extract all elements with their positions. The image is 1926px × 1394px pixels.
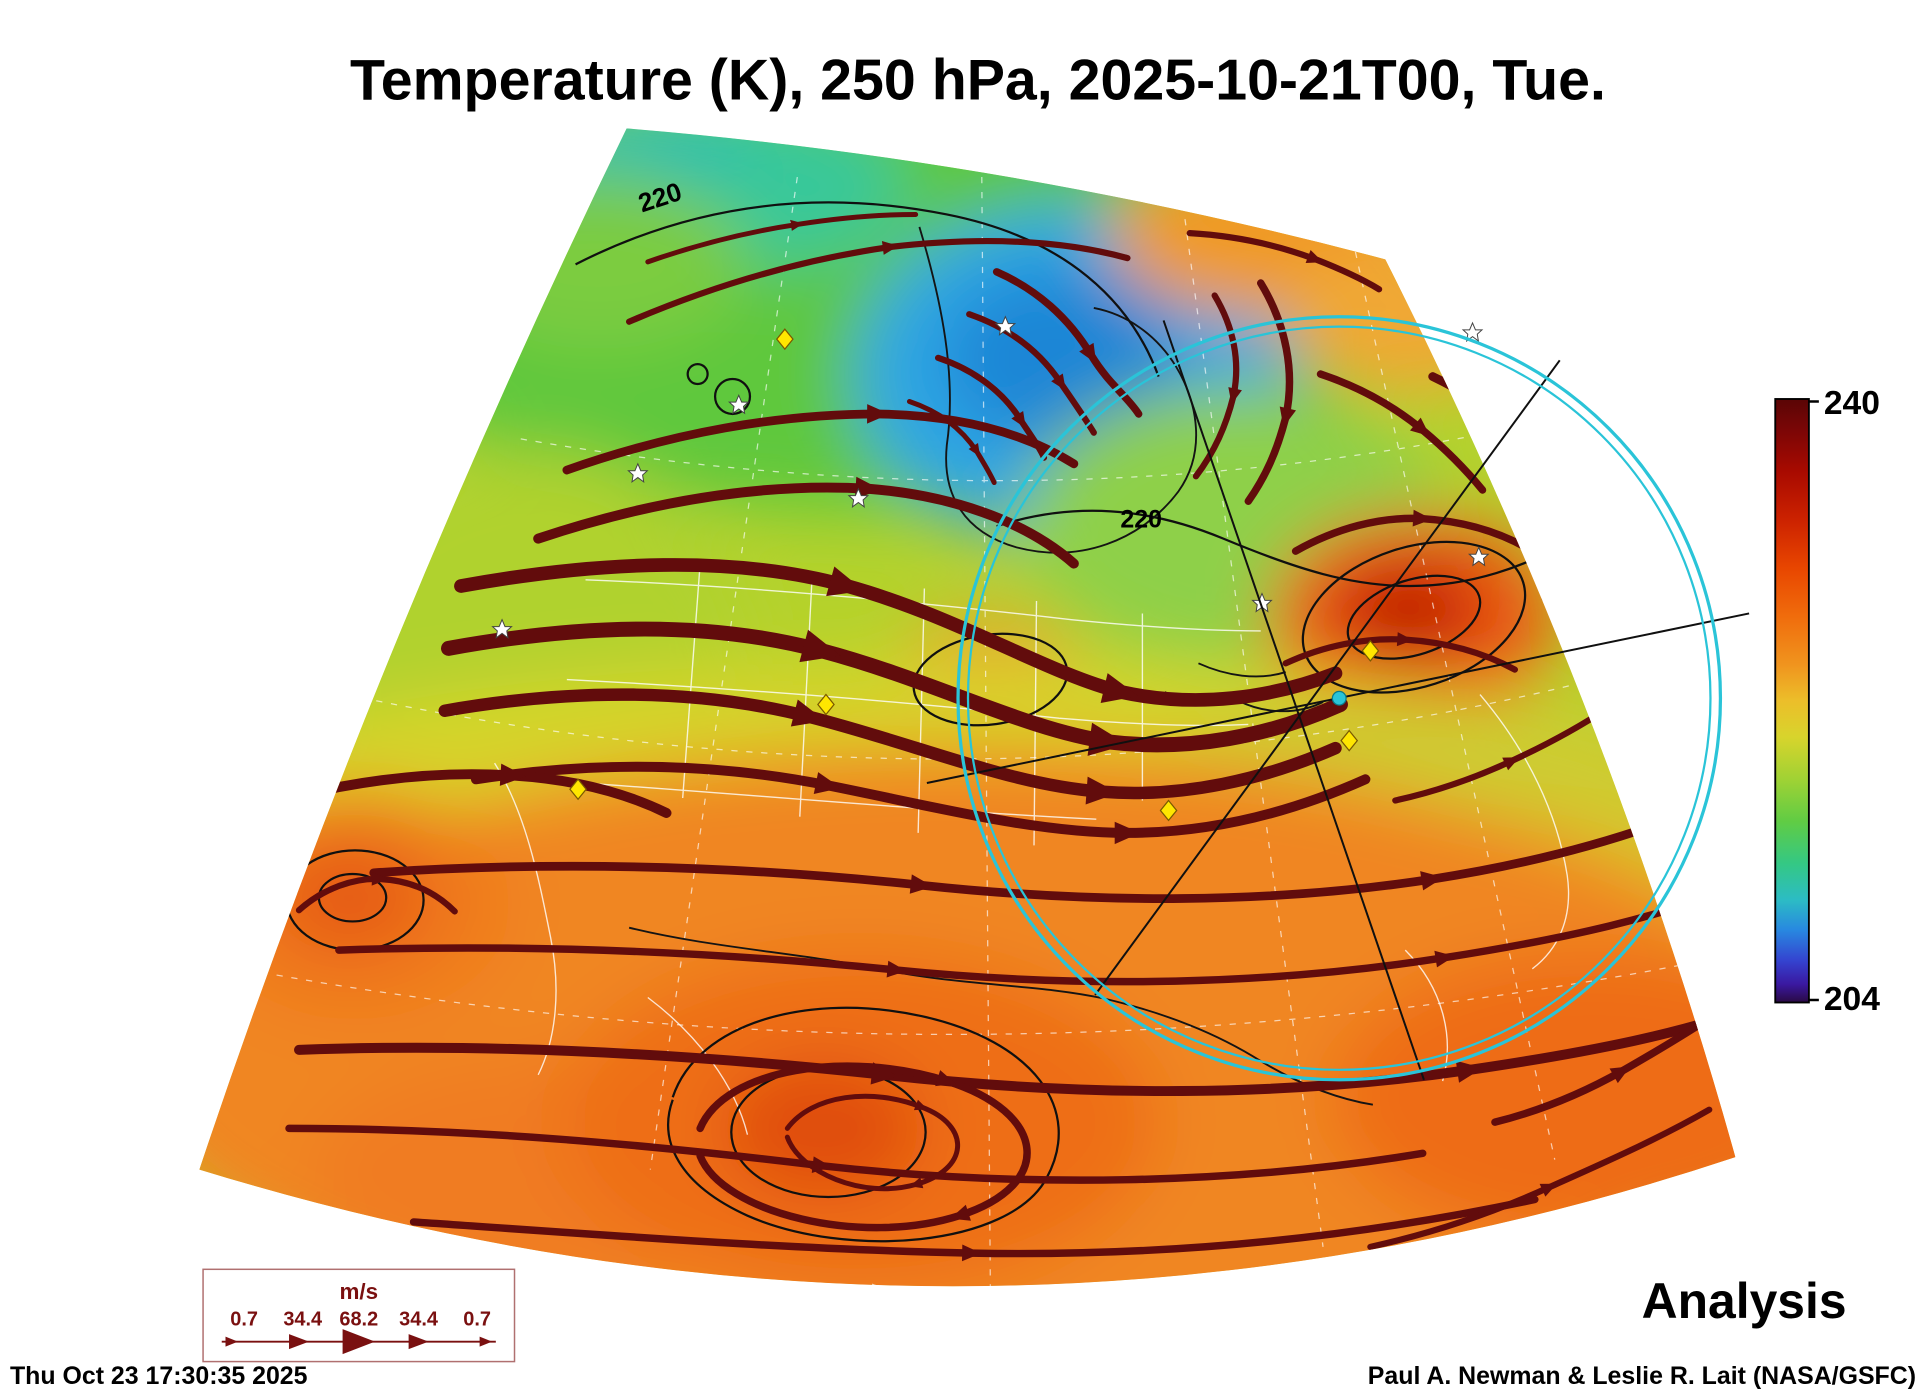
- legend-values: 0.7 34.4 68.2 34.4 0.7: [230, 1308, 491, 1330]
- colorbar-max-label: 240: [1824, 385, 1880, 422]
- colorbar: 240 204: [1774, 385, 1880, 1018]
- range-rings: [956, 315, 1723, 1082]
- arrow-icon: [479, 1336, 493, 1347]
- analysis-label: Analysis: [1642, 1273, 1847, 1329]
- legend-value: 68.2: [339, 1308, 378, 1330]
- footer-timestamp: Thu Oct 23 17:30:35 2025: [10, 1362, 308, 1390]
- legend-value: 34.4: [283, 1308, 322, 1330]
- legend-value: 0.7: [230, 1308, 258, 1330]
- footer-credit: Paul A. Newman & Leslie R. Lait (NASA/GS…: [1368, 1362, 1916, 1390]
- arrow-icon: [289, 1334, 309, 1350]
- legend-value: 34.4: [399, 1308, 438, 1330]
- arrow-icon: [342, 1329, 375, 1355]
- colorbar-gradient: [1774, 398, 1810, 1004]
- legend-box: [202, 1268, 516, 1363]
- figure-title: Temperature (K), 250 hPa, 2025-10-21T00,…: [350, 49, 1606, 113]
- legend-units-label: m/s: [339, 1279, 378, 1304]
- arrow-icon: [408, 1334, 429, 1350]
- map: 220 220: [199, 128, 1736, 1287]
- wind-speed-legend: m/s 0.7 34.4 68.2 34.4 0.7: [202, 1268, 516, 1363]
- legend-value: 0.7: [463, 1308, 491, 1330]
- colorbar-min-label: 204: [1824, 981, 1880, 1018]
- contour-label-220-b: 220: [1120, 505, 1162, 533]
- arrow-icon: [225, 1336, 238, 1347]
- range-ring-overlay: [926, 315, 1750, 1082]
- ring-center-marker: [1331, 690, 1347, 706]
- legend-arrow-scale: [221, 1329, 496, 1355]
